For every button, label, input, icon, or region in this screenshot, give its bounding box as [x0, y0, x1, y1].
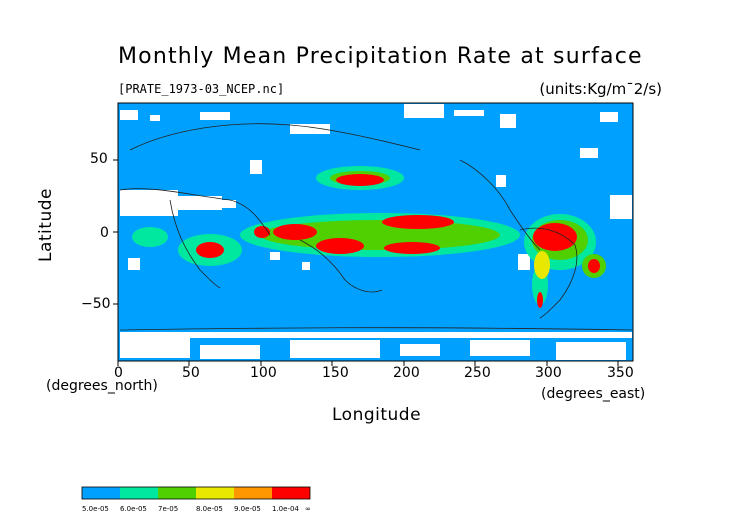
colorbar-swatch: [158, 487, 196, 499]
x-tick-label: 350: [607, 365, 634, 381]
x-axis-title: Longitude: [332, 405, 422, 425]
map-title: Monthly Mean Precipitation Rate at surfa…: [118, 44, 643, 69]
units-label: (units:Kg/m¯2/s): [539, 80, 662, 98]
colorbar-swatch: [196, 487, 234, 499]
x-tick-label: 50: [182, 365, 200, 381]
x-tick-label: 250: [464, 365, 491, 381]
x-tick-label: 0: [114, 365, 123, 381]
colorbar-label: 8.0e-05: [196, 505, 223, 513]
colorbar-swatch: [120, 487, 158, 499]
x-tick-label: 150: [322, 365, 349, 381]
x-tick-label: 200: [393, 365, 420, 381]
y-tick-label: 0: [100, 225, 109, 241]
colorbar-swatch: [82, 487, 120, 499]
x-tick-label: 300: [535, 365, 562, 381]
x-axis-unit-left: (degrees_north): [46, 378, 158, 394]
colorbar-swatch: [272, 487, 310, 499]
missing-data-regions: [120, 104, 632, 360]
colorbar-label: 5.0e-05: [82, 505, 109, 513]
colorbar: [81, 486, 311, 500]
heavy-precip-regions: [196, 174, 600, 308]
colorbar-label: 1.0e-04: [272, 505, 299, 513]
x-axis-unit-right: (degrees_east): [541, 386, 646, 402]
colorbar-swatch: [234, 487, 272, 499]
colorbar-label: 6.0e-05: [120, 505, 147, 513]
axis-ticks: [113, 159, 619, 366]
colorbar-label: ∞: [305, 505, 311, 513]
coastlines: [119, 123, 633, 331]
source-file-label: [PRATE_1973-03_NCEP.nc]: [118, 82, 285, 96]
colorbar-label: 7e-05: [158, 505, 179, 513]
y-tick-label: 50: [90, 151, 108, 167]
x-tick-label: 100: [250, 365, 277, 381]
colorbar-label: 9.0e-05: [234, 505, 261, 513]
y-tick-label: −50: [81, 296, 111, 312]
